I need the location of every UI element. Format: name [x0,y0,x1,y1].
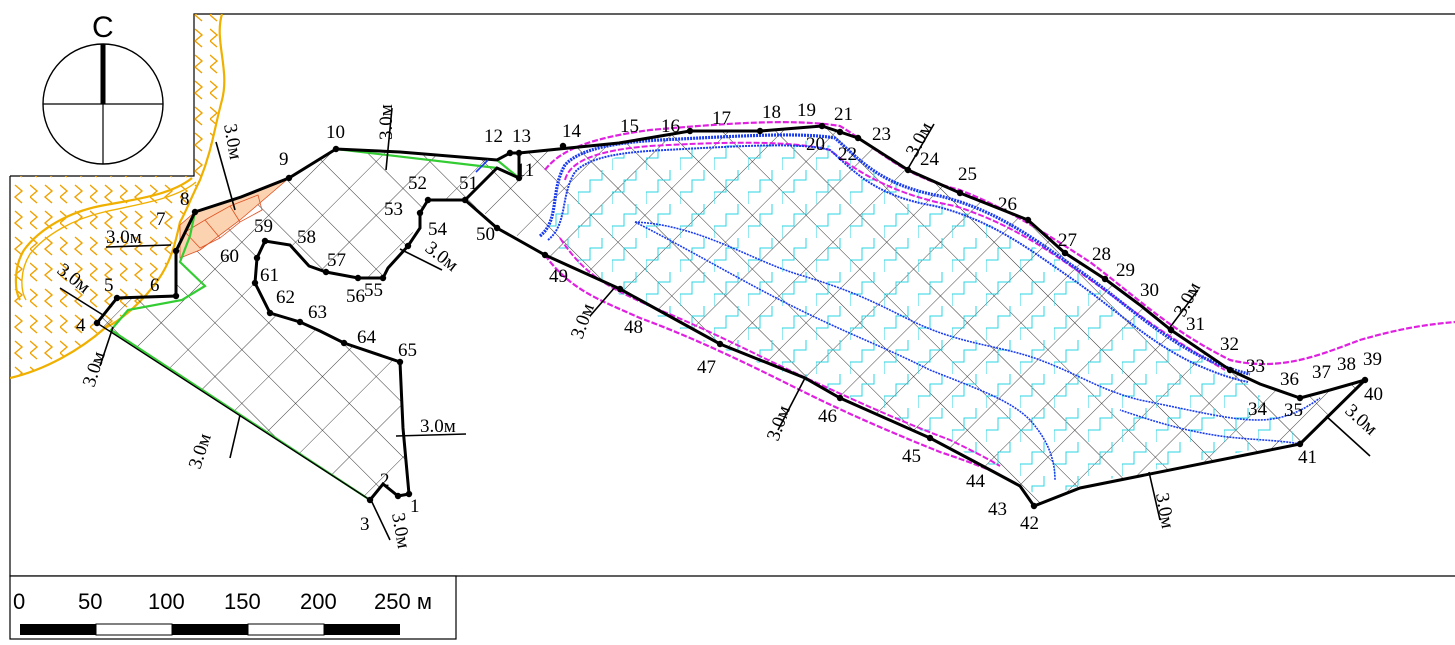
svg-text:49: 49 [549,266,568,287]
svg-text:3.0м: 3.0м [763,403,795,444]
svg-text:20: 20 [806,134,825,155]
width-markers [59,107,1371,541]
svg-text:54: 54 [428,219,448,240]
svg-text:3.0м: 3.0м [79,349,110,390]
svg-text:28: 28 [1092,244,1111,265]
svg-text:34: 34 [1248,399,1268,420]
svg-text:3.0м: 3.0м [1151,491,1178,530]
svg-text:60: 60 [220,246,239,267]
svg-text:42: 42 [1020,513,1039,534]
svg-text:21: 21 [834,104,853,125]
svg-text:36: 36 [1280,369,1299,390]
svg-text:46: 46 [818,406,837,427]
width-labels: 3.0м 3.0м 3.0м 3.0м 3.0м 3.0м 3.0м 3.0м … [53,104,1381,550]
svg-text:5: 5 [104,275,114,296]
north-arrow [42,43,164,165]
svg-text:37: 37 [1312,362,1331,383]
svg-text:24: 24 [920,149,940,170]
svg-text:23: 23 [872,124,891,145]
scale-bar [9,575,457,640]
svg-text:7: 7 [156,209,166,230]
svg-text:53: 53 [384,199,403,220]
svg-text:19: 19 [797,100,816,121]
svg-text:3.0м: 3.0м [387,511,414,550]
svg-text:62: 62 [276,287,295,308]
svg-text:31: 31 [1186,314,1205,335]
svg-text:16: 16 [661,116,680,137]
svg-text:50: 50 [476,224,495,245]
svg-text:33: 33 [1246,356,1265,377]
svg-text:40: 40 [1364,384,1383,405]
svg-text:11: 11 [516,160,534,181]
north-label: С [92,11,114,44]
svg-text:59: 59 [254,216,273,237]
svg-text:26: 26 [998,194,1017,215]
svg-text:3.0м: 3.0м [219,122,246,161]
svg-text:10: 10 [326,122,345,143]
svg-text:3.0м: 3.0м [420,416,456,437]
svg-text:30: 30 [1140,280,1159,301]
scale-tick-100: 100 [148,589,185,614]
svg-text:3.0м: 3.0м [106,227,142,248]
svg-text:65: 65 [398,340,417,361]
svg-text:12: 12 [484,126,503,147]
svg-text:32: 32 [1220,334,1239,355]
svg-text:56: 56 [346,286,365,307]
svg-text:17: 17 [712,108,731,129]
svg-text:14: 14 [562,121,582,142]
svg-text:15: 15 [620,116,639,137]
svg-text:3.0м: 3.0м [185,431,216,472]
svg-text:57: 57 [327,250,346,271]
svg-text:25: 25 [958,164,977,185]
svg-text:13: 13 [512,126,531,147]
parcel-right [464,121,1455,508]
svg-text:29: 29 [1116,260,1135,281]
svg-text:61: 61 [260,265,279,286]
scale-tick-0: 0 [13,589,25,614]
svg-text:64: 64 [357,327,377,348]
svg-text:3.0м: 3.0м [1341,400,1382,440]
scale-tick-150: 150 [224,589,261,614]
svg-text:27: 27 [1058,230,1077,251]
svg-text:48: 48 [624,317,643,338]
svg-text:2: 2 [380,470,390,491]
svg-text:1: 1 [410,496,420,517]
scale-tick-200: 200 [300,589,337,614]
scale-tick-50: 50 [78,589,102,614]
svg-text:52: 52 [408,173,427,194]
svg-text:43: 43 [988,499,1007,520]
svg-text:8: 8 [180,189,190,210]
svg-text:45: 45 [902,446,921,467]
svg-text:6: 6 [150,275,160,296]
svg-text:38: 38 [1337,354,1356,375]
svg-text:3: 3 [360,514,370,535]
sand-area [10,14,226,380]
vertex-dots [93,122,1369,510]
svg-text:44: 44 [966,471,986,492]
svg-text:35: 35 [1284,400,1303,421]
svg-text:22: 22 [838,144,857,165]
svg-text:55: 55 [364,280,383,301]
scale-bar-ticks: 0 50 100 150 200 250 м [13,589,432,614]
svg-text:18: 18 [762,102,781,123]
svg-text:4: 4 [76,315,86,336]
svg-text:51: 51 [459,173,478,194]
scale-tick-250: 250 м [374,589,432,614]
svg-text:3.0м: 3.0м [567,301,599,342]
point-labels: 1 2 3 4 5 6 7 8 9 10 11 12 13 14 15 16 1… [76,100,1383,535]
svg-text:58: 58 [297,227,316,248]
svg-text:9: 9 [279,149,289,170]
parcel-left [95,147,521,501]
svg-text:41: 41 [1298,447,1317,468]
svg-text:3.0м: 3.0м [376,104,397,140]
svg-text:39: 39 [1363,349,1382,370]
svg-text:63: 63 [308,302,327,323]
svg-text:47: 47 [697,357,716,378]
